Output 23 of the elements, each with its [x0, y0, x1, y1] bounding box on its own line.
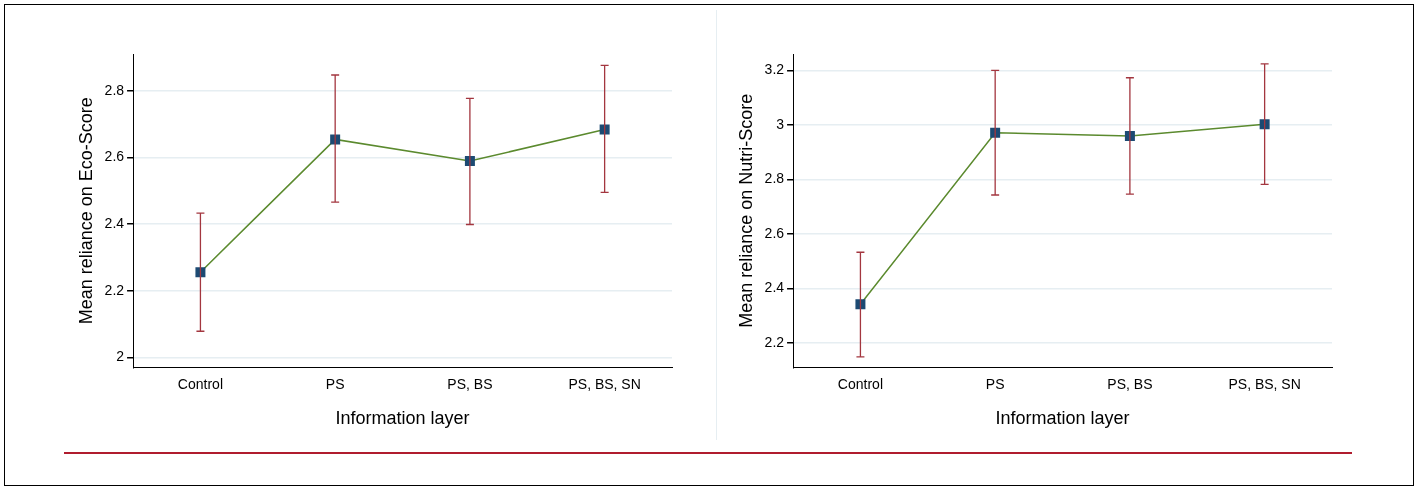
- y-axis-title: Mean reliance on Nutri-Score: [735, 93, 756, 328]
- x-tick-label: PS: [985, 375, 1005, 392]
- y-tick-label: 3.2: [764, 61, 785, 78]
- x-tick-label: Control: [177, 375, 223, 392]
- y-tick-label: 2.8: [764, 170, 785, 187]
- x-tick-label: Control: [837, 375, 883, 392]
- x-axis-title: Information layer: [335, 408, 470, 429]
- x-tick-label: PS, BS, SN: [568, 375, 641, 392]
- x-tick-label: PS: [325, 375, 345, 392]
- y-tick-label: 2.6: [104, 148, 125, 165]
- y-tick-label: 2.4: [104, 215, 125, 231]
- y-tick-label: 3: [776, 115, 785, 132]
- x-axis-title: Information layer: [995, 408, 1130, 429]
- y-tick-label: 2.8: [104, 81, 125, 98]
- x-tick-label: PS, BS: [447, 375, 493, 392]
- y-tick-label: 2.4: [764, 279, 785, 296]
- y-axis-title: Mean reliance on Eco-Score: [75, 97, 96, 325]
- y-tick-label: 2.6: [764, 224, 785, 241]
- y-tick-label: 2.2: [764, 333, 785, 350]
- y-tick-label: 2.2: [104, 281, 125, 298]
- x-tick-label: PS, BS, SN: [1228, 375, 1301, 392]
- y-tick-label: 2: [116, 348, 125, 365]
- x-tick-label: PS, BS: [1107, 375, 1153, 392]
